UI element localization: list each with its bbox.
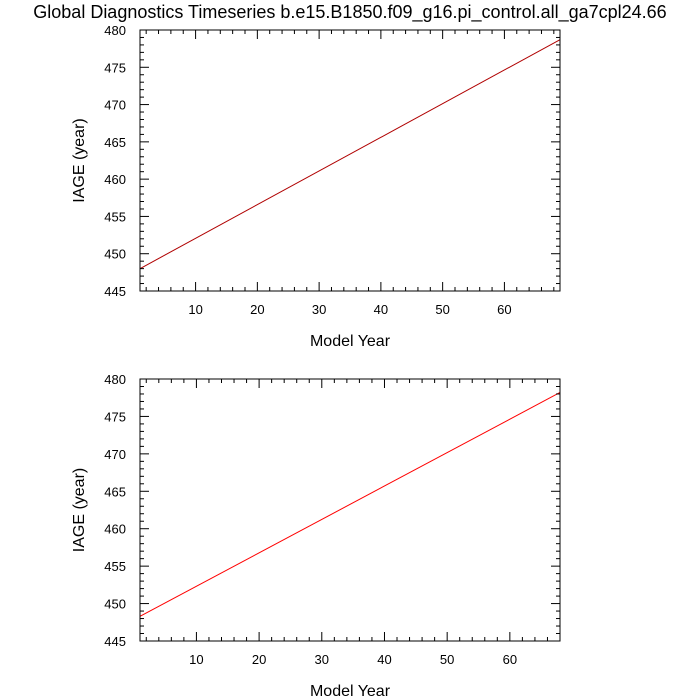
panel-2-x-tick-label: 10	[189, 652, 203, 667]
panel-1-y-tick-label: 450	[104, 247, 126, 262]
panel-2-y-tick-label: 480	[104, 372, 126, 387]
panel-2-y-tick-label: 475	[104, 409, 126, 424]
panel-2-y-tick-label: 450	[104, 597, 126, 612]
panel-1-x-tick-label: 10	[188, 302, 202, 317]
panel-2-y-tick-label: 470	[104, 447, 126, 462]
panel-1-y-tick-label: 455	[104, 209, 126, 224]
panel-2-x-tick-label: 20	[252, 652, 266, 667]
panel-1-series-line-1	[139, 39, 561, 270]
panel-2-x-tick-label: 50	[440, 652, 454, 667]
panel-2-y-tick-label: 465	[104, 484, 126, 499]
panel-1-y-tick-label: 480	[104, 23, 126, 38]
panel-1-y-axis-label: IAGE (year)	[71, 118, 88, 202]
panel-1-x-tick-label: 60	[497, 302, 511, 317]
panel-2-series-line-1	[139, 392, 561, 617]
panel-2-plot-frame	[139, 378, 561, 642]
panel-1-y-tick-label: 470	[104, 98, 126, 113]
chart-title: Global Diagnostics Timeseries b.e15.B185…	[33, 2, 667, 22]
panel-2-y-tick-label: 445	[104, 634, 126, 649]
panel-2-y-axis-label: IAGE (year)	[71, 468, 88, 552]
panel-1-x-tick-label: 20	[250, 302, 264, 317]
panel-2-y-tick-label: 460	[104, 522, 126, 537]
panel-1-x-tick-label: 50	[435, 302, 449, 317]
panel-1-y-tick-label: 465	[104, 135, 126, 150]
panel-2-x-tick-label: 60	[503, 652, 517, 667]
panel-2-y-tick-label: 455	[104, 559, 126, 574]
panel-1-x-axis-label: Model Year	[310, 333, 391, 350]
panel-1-plot-frame	[139, 29, 561, 292]
panel-1-y-tick-label: 475	[104, 60, 126, 75]
panel-1-x-tick-label: 30	[312, 302, 326, 317]
panel-2-x-tick-label: 40	[377, 652, 391, 667]
panel-2-x-axis-label: Model Year	[310, 683, 391, 700]
panel-1-x-tick-label: 40	[374, 302, 388, 317]
panel-1-y-tick-label: 445	[104, 284, 126, 299]
panel-1-y-tick-label: 460	[104, 172, 126, 187]
panel-2-x-tick-label: 30	[315, 652, 329, 667]
